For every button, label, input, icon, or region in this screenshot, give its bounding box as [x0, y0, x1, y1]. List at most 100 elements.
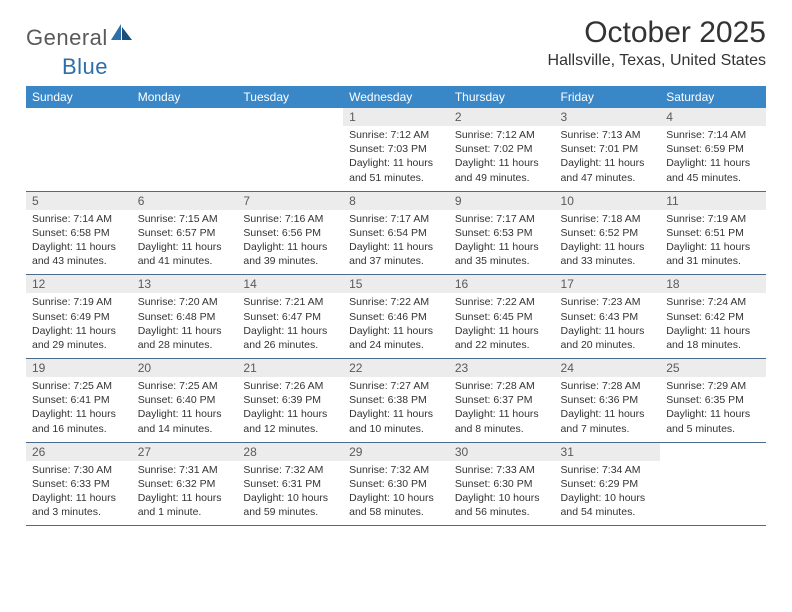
daylight-text-1: Daylight: 10 hours — [243, 491, 337, 505]
calendar-day-cell — [26, 108, 132, 191]
calendar-day-cell — [132, 108, 238, 191]
sunset-text: Sunset: 6:51 PM — [666, 226, 760, 240]
sunrise-text: Sunrise: 7:14 AM — [32, 212, 126, 226]
logo-text-blue: Blue — [62, 54, 108, 79]
sunset-text: Sunset: 6:52 PM — [561, 226, 655, 240]
day-number: 30 — [449, 443, 555, 461]
calendar-day-cell: 25Sunrise: 7:29 AMSunset: 6:35 PMDayligh… — [660, 359, 766, 443]
sunset-text: Sunset: 6:35 PM — [666, 393, 760, 407]
day-number: 20 — [132, 359, 238, 377]
day-number: 14 — [237, 275, 343, 293]
day-number: 16 — [449, 275, 555, 293]
sunset-text: Sunset: 6:39 PM — [243, 393, 337, 407]
logo-text-general: General — [26, 25, 108, 51]
daylight-text-1: Daylight: 11 hours — [561, 240, 655, 254]
day-body: Sunrise: 7:17 AMSunset: 6:53 PMDaylight:… — [449, 210, 555, 275]
day-number: 19 — [26, 359, 132, 377]
daylight-text-1: Daylight: 11 hours — [666, 156, 760, 170]
sunrise-text: Sunrise: 7:13 AM — [561, 128, 655, 142]
calendar-day-cell: 31Sunrise: 7:34 AMSunset: 6:29 PMDayligh… — [555, 442, 661, 526]
calendar-day-cell: 30Sunrise: 7:33 AMSunset: 6:30 PMDayligh… — [449, 442, 555, 526]
day-number: 15 — [343, 275, 449, 293]
daylight-text-2: and 8 minutes. — [455, 422, 549, 436]
daylight-text-2: and 43 minutes. — [32, 254, 126, 268]
sunrise-text: Sunrise: 7:21 AM — [243, 295, 337, 309]
day-body: Sunrise: 7:20 AMSunset: 6:48 PMDaylight:… — [132, 293, 238, 358]
calendar-day-cell: 9Sunrise: 7:17 AMSunset: 6:53 PMDaylight… — [449, 191, 555, 275]
calendar-day-cell: 7Sunrise: 7:16 AMSunset: 6:56 PMDaylight… — [237, 191, 343, 275]
sunset-text: Sunset: 6:46 PM — [349, 310, 443, 324]
day-number: 2 — [449, 108, 555, 126]
day-body: Sunrise: 7:32 AMSunset: 6:31 PMDaylight:… — [237, 461, 343, 526]
calendar-day-cell: 29Sunrise: 7:32 AMSunset: 6:30 PMDayligh… — [343, 442, 449, 526]
sunset-text: Sunset: 6:37 PM — [455, 393, 549, 407]
sunset-text: Sunset: 6:32 PM — [138, 477, 232, 491]
daylight-text-2: and 22 minutes. — [455, 338, 549, 352]
day-body: Sunrise: 7:25 AMSunset: 6:41 PMDaylight:… — [26, 377, 132, 442]
calendar-day-cell: 28Sunrise: 7:32 AMSunset: 6:31 PMDayligh… — [237, 442, 343, 526]
daylight-text-2: and 56 minutes. — [455, 505, 549, 519]
sunset-text: Sunset: 6:45 PM — [455, 310, 549, 324]
sunset-text: Sunset: 6:38 PM — [349, 393, 443, 407]
daylight-text-1: Daylight: 11 hours — [349, 324, 443, 338]
calendar-day-cell: 4Sunrise: 7:14 AMSunset: 6:59 PMDaylight… — [660, 108, 766, 191]
daylight-text-1: Daylight: 11 hours — [561, 156, 655, 170]
logo-sail-icon — [111, 24, 133, 45]
day-number: 17 — [555, 275, 661, 293]
calendar-day-cell: 6Sunrise: 7:15 AMSunset: 6:57 PMDaylight… — [132, 191, 238, 275]
day-body: Sunrise: 7:19 AMSunset: 6:49 PMDaylight:… — [26, 293, 132, 358]
sunset-text: Sunset: 6:33 PM — [32, 477, 126, 491]
day-number: 4 — [660, 108, 766, 126]
day-body-empty — [26, 126, 132, 188]
sunset-text: Sunset: 6:57 PM — [138, 226, 232, 240]
day-header: Friday — [555, 86, 661, 108]
daylight-text-1: Daylight: 11 hours — [349, 240, 443, 254]
sunset-text: Sunset: 6:40 PM — [138, 393, 232, 407]
day-body: Sunrise: 7:22 AMSunset: 6:45 PMDaylight:… — [449, 293, 555, 358]
daylight-text-1: Daylight: 11 hours — [32, 491, 126, 505]
daylight-text-1: Daylight: 11 hours — [349, 407, 443, 421]
day-number: 31 — [555, 443, 661, 461]
daylight-text-1: Daylight: 10 hours — [561, 491, 655, 505]
day-body: Sunrise: 7:22 AMSunset: 6:46 PMDaylight:… — [343, 293, 449, 358]
daylight-text-2: and 31 minutes. — [666, 254, 760, 268]
calendar-day-cell: 23Sunrise: 7:28 AMSunset: 6:37 PMDayligh… — [449, 359, 555, 443]
daylight-text-1: Daylight: 11 hours — [138, 407, 232, 421]
day-body: Sunrise: 7:30 AMSunset: 6:33 PMDaylight:… — [26, 461, 132, 526]
daylight-text-1: Daylight: 11 hours — [243, 407, 337, 421]
day-body: Sunrise: 7:16 AMSunset: 6:56 PMDaylight:… — [237, 210, 343, 275]
day-number: 23 — [449, 359, 555, 377]
daylight-text-1: Daylight: 11 hours — [455, 407, 549, 421]
calendar-day-cell: 8Sunrise: 7:17 AMSunset: 6:54 PMDaylight… — [343, 191, 449, 275]
calendar-day-cell: 22Sunrise: 7:27 AMSunset: 6:38 PMDayligh… — [343, 359, 449, 443]
sunset-text: Sunset: 6:48 PM — [138, 310, 232, 324]
daylight-text-2: and 1 minute. — [138, 505, 232, 519]
day-body: Sunrise: 7:14 AMSunset: 6:59 PMDaylight:… — [660, 126, 766, 191]
day-body: Sunrise: 7:14 AMSunset: 6:58 PMDaylight:… — [26, 210, 132, 275]
sunrise-text: Sunrise: 7:17 AM — [455, 212, 549, 226]
day-number: 3 — [555, 108, 661, 126]
day-number: 12 — [26, 275, 132, 293]
sunset-text: Sunset: 6:59 PM — [666, 142, 760, 156]
day-body: Sunrise: 7:12 AMSunset: 7:03 PMDaylight:… — [343, 126, 449, 191]
sunrise-text: Sunrise: 7:18 AM — [561, 212, 655, 226]
sunrise-text: Sunrise: 7:27 AM — [349, 379, 443, 393]
calendar-day-cell: 1Sunrise: 7:12 AMSunset: 7:03 PMDaylight… — [343, 108, 449, 191]
day-body: Sunrise: 7:25 AMSunset: 6:40 PMDaylight:… — [132, 377, 238, 442]
sunrise-text: Sunrise: 7:20 AM — [138, 295, 232, 309]
calendar-day-cell: 24Sunrise: 7:28 AMSunset: 6:36 PMDayligh… — [555, 359, 661, 443]
daylight-text-2: and 16 minutes. — [32, 422, 126, 436]
day-number: 1 — [343, 108, 449, 126]
sunset-text: Sunset: 6:31 PM — [243, 477, 337, 491]
calendar-day-cell: 13Sunrise: 7:20 AMSunset: 6:48 PMDayligh… — [132, 275, 238, 359]
sunrise-text: Sunrise: 7:25 AM — [32, 379, 126, 393]
day-header: Wednesday — [343, 86, 449, 108]
daylight-text-2: and 20 minutes. — [561, 338, 655, 352]
day-body: Sunrise: 7:19 AMSunset: 6:51 PMDaylight:… — [660, 210, 766, 275]
day-number: 8 — [343, 192, 449, 210]
calendar-day-cell: 26Sunrise: 7:30 AMSunset: 6:33 PMDayligh… — [26, 442, 132, 526]
sunrise-text: Sunrise: 7:31 AM — [138, 463, 232, 477]
sunset-text: Sunset: 6:30 PM — [349, 477, 443, 491]
sunrise-text: Sunrise: 7:24 AM — [666, 295, 760, 309]
month-title: October 2025 — [548, 16, 766, 50]
